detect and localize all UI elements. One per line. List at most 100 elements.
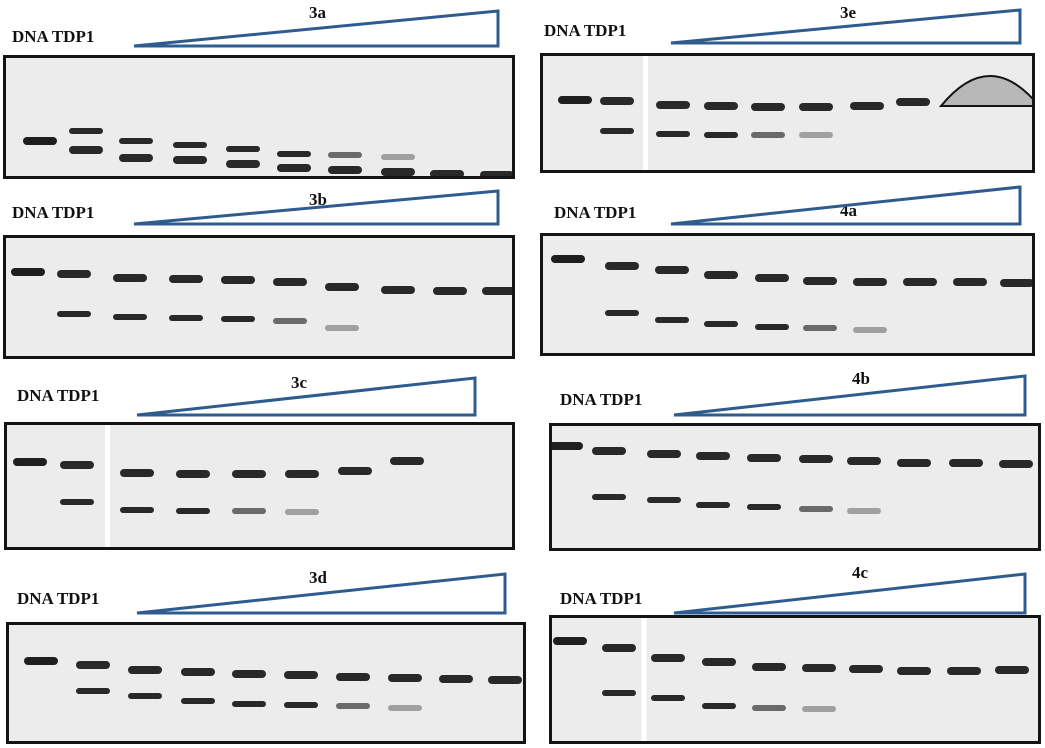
panel-id-3b: 3b [309, 190, 327, 209]
substrate-band [11, 268, 45, 276]
substrate-band [850, 102, 884, 110]
gel-bands [543, 236, 1032, 353]
product-band [173, 142, 207, 148]
substrate-band [285, 470, 319, 478]
product-band [803, 325, 837, 331]
product-band [696, 502, 730, 508]
substrate-band [381, 286, 415, 294]
substrate-band [273, 278, 307, 286]
gel-bands [552, 618, 1038, 741]
substrate-band [128, 666, 162, 674]
product-band [704, 321, 738, 327]
product-band [647, 497, 681, 503]
substrate-band [551, 255, 585, 263]
substrate-band [949, 459, 983, 467]
dna-tdp1-label: DNA TDP1 [554, 203, 637, 222]
substrate-band [897, 459, 931, 467]
substrate-band [995, 666, 1029, 674]
panel-3d: DNA TDP1 3d [0, 558, 526, 748]
product-band [113, 314, 147, 320]
substrate-band [953, 278, 987, 286]
substrate-band [232, 470, 266, 478]
substrate-band [702, 658, 736, 666]
product-band [655, 317, 689, 323]
product-band [651, 695, 685, 701]
gel-bands [543, 56, 1032, 170]
panel-id-4b: 4b [852, 369, 870, 388]
substrate-band [226, 160, 260, 168]
substrate-band [602, 644, 636, 652]
substrate-band [57, 270, 91, 278]
substrate-band [903, 278, 937, 286]
product-band [799, 132, 833, 138]
panel-4b: DNA TDP1 4b [535, 365, 1045, 555]
product-band [328, 152, 362, 158]
titration-wedge [136, 376, 477, 417]
substrate-band [120, 469, 154, 477]
product-band [802, 706, 836, 712]
product-band [853, 327, 887, 333]
splice-line [105, 425, 110, 547]
product-band [656, 131, 690, 137]
substrate-band [755, 274, 789, 282]
product-band [232, 701, 266, 707]
gel-bands [9, 625, 523, 741]
product-band [226, 146, 260, 152]
gel-bands [7, 425, 512, 547]
dna-tdp1-label: DNA TDP1 [17, 589, 100, 608]
substrate-band [390, 457, 424, 465]
substrate-band [173, 156, 207, 164]
product-band [221, 316, 255, 322]
gel-image-3d [6, 622, 526, 744]
titration-wedge [133, 9, 500, 48]
panel-id-3e: 3e [840, 3, 857, 22]
gel-image-4b [549, 423, 1041, 551]
gel-image-3c [4, 422, 515, 550]
dna-tdp1-label: DNA TDP1 [544, 21, 627, 40]
substrate-band [69, 146, 103, 154]
product-band [602, 690, 636, 696]
product-band [747, 504, 781, 510]
panel-3c: DNA TDP1 3c [0, 365, 525, 555]
aggregate-smear [938, 75, 1032, 107]
substrate-band [169, 275, 203, 283]
product-band [181, 698, 215, 704]
substrate-band [23, 137, 57, 145]
substrate-band [433, 287, 467, 295]
substrate-band [176, 470, 210, 478]
product-band [799, 506, 833, 512]
titration-wedge [136, 572, 507, 615]
product-band [847, 508, 881, 514]
panel-id-3a: 3a [309, 3, 326, 22]
product-band [600, 128, 634, 134]
substrate-band [277, 164, 311, 172]
dna-tdp1-label: DNA TDP1 [560, 589, 643, 608]
panel-4c: DNA TDP1 4c [535, 558, 1045, 748]
substrate-band [553, 637, 587, 645]
product-band [752, 705, 786, 711]
panel-id-4c: 4c [852, 563, 869, 582]
substrate-band [605, 262, 639, 270]
substrate-band [747, 454, 781, 462]
substrate-band [799, 455, 833, 463]
substrate-band [896, 98, 930, 106]
substrate-band [558, 96, 592, 104]
gel-bands [552, 426, 1038, 548]
dna-tdp1-label: DNA TDP1 [17, 386, 100, 405]
substrate-band [328, 166, 362, 174]
product-band [176, 508, 210, 514]
product-band [751, 132, 785, 138]
titration-wedge [670, 185, 1022, 226]
titration-wedge [673, 572, 1027, 615]
gel-image-3b [3, 235, 515, 359]
substrate-band [76, 661, 110, 669]
substrate-band [482, 287, 512, 295]
product-band [325, 325, 359, 331]
substrate-band [802, 664, 836, 672]
substrate-band [119, 154, 153, 162]
substrate-band [803, 277, 837, 285]
product-band [592, 494, 626, 500]
panel-id-3d: 3d [309, 568, 327, 587]
substrate-band [480, 171, 512, 176]
product-band [388, 705, 422, 711]
